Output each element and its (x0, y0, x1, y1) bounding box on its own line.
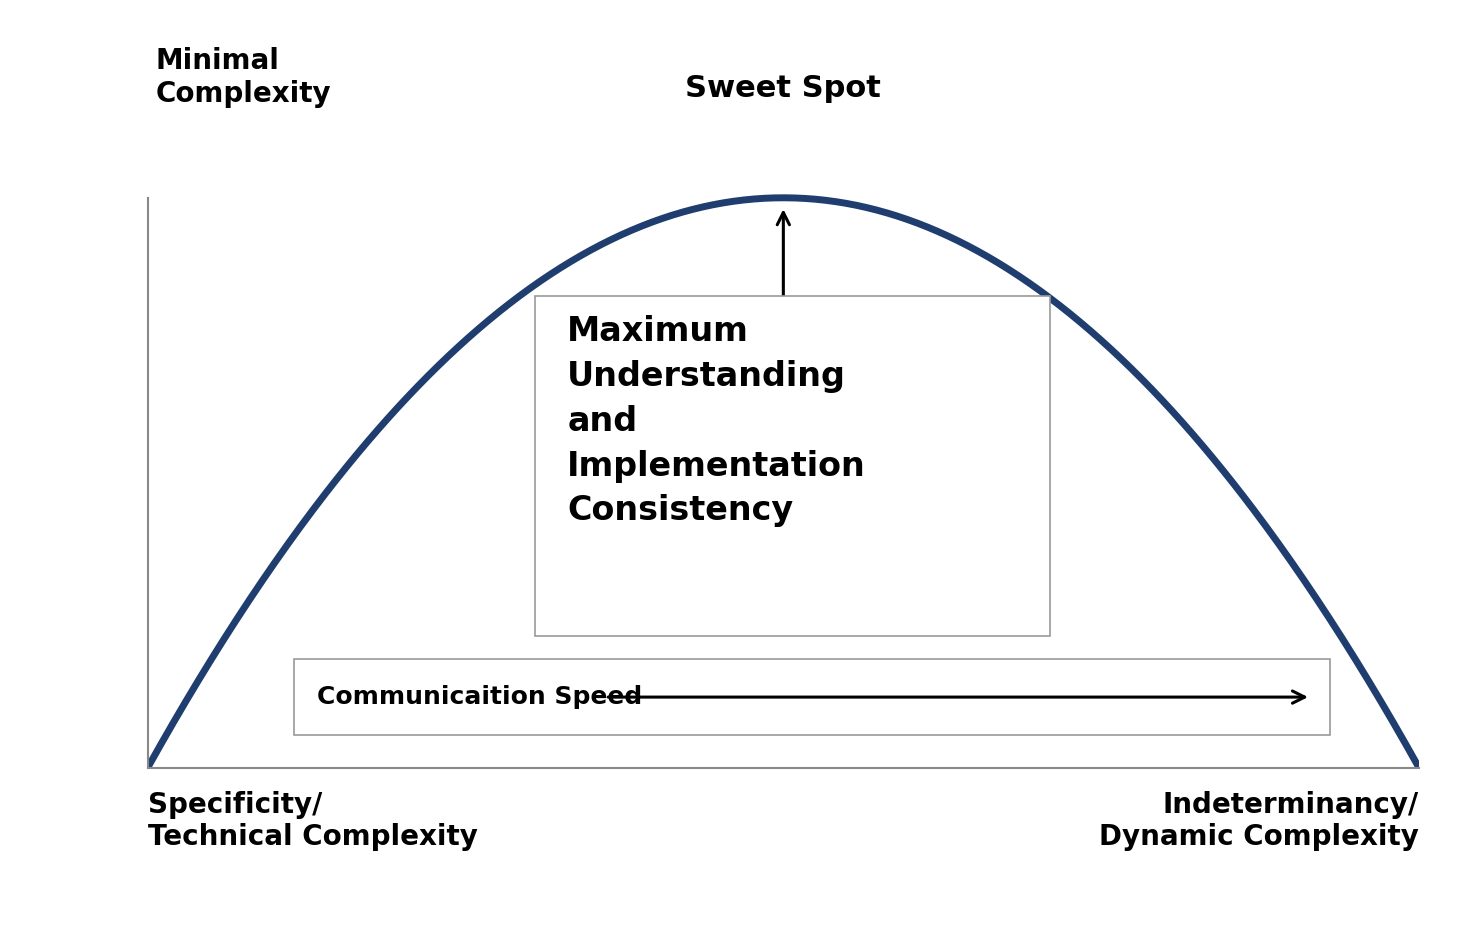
Text: Minimal
Complexity: Minimal Complexity (155, 47, 331, 108)
Text: Indeterminancy/
Dynamic Complexity: Indeterminancy/ Dynamic Complexity (1100, 791, 1419, 852)
Text: Communicaition Speed: Communicaition Speed (316, 685, 641, 709)
Text: Specificity/
Technical Complexity: Specificity/ Technical Complexity (148, 791, 477, 852)
Bar (535, 296, 1051, 636)
Text: Maximum
Understanding
and
Implementation
Consistency: Maximum Understanding and Implementation… (568, 315, 866, 527)
Bar (294, 659, 1330, 735)
Text: Sweet Spot: Sweet Spot (686, 74, 881, 103)
